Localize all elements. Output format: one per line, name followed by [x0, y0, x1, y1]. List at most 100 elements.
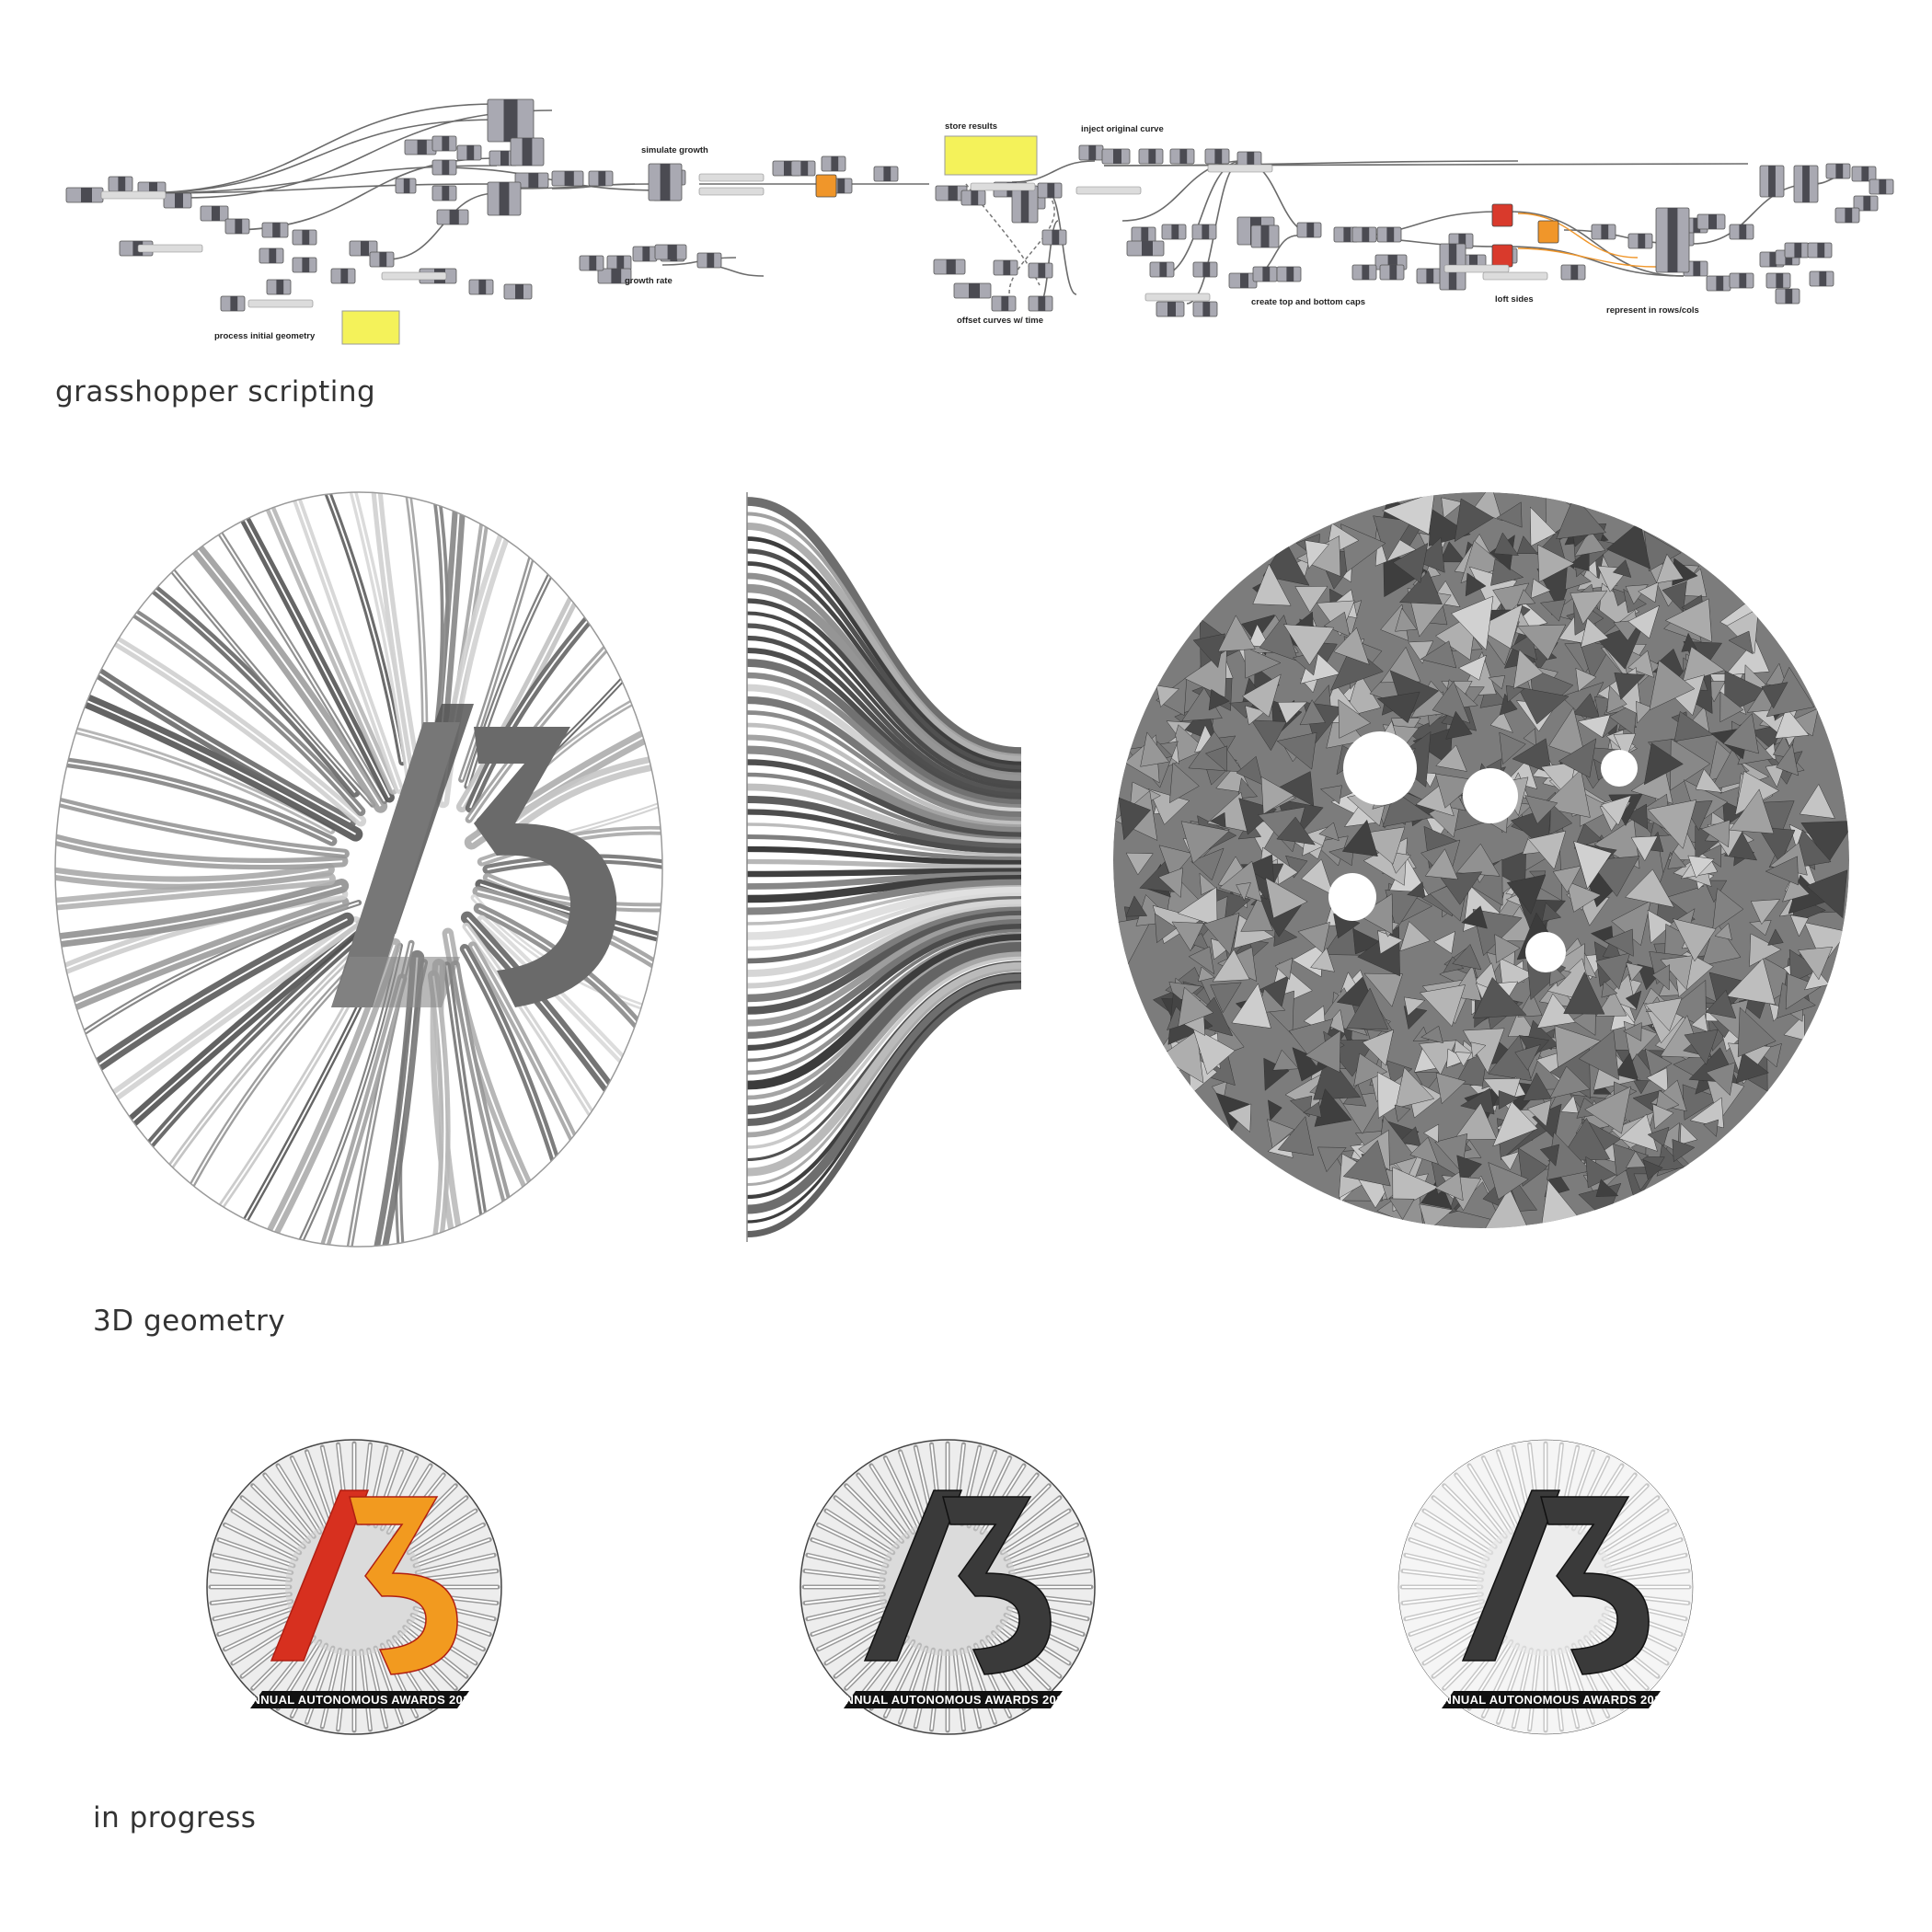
- logo-award-badge: ANNUAL AUTONOMOUS AWARDS 2019: [1434, 1691, 1668, 1708]
- gh-slider: [138, 245, 202, 252]
- gh-component: [1730, 273, 1754, 288]
- gh-component-highlight: [1492, 245, 1512, 267]
- gh-component: [1205, 149, 1229, 164]
- gh-component: [1297, 223, 1321, 237]
- gh-component: [1628, 234, 1652, 248]
- gh-component: [109, 177, 132, 191]
- gh-component: [432, 160, 456, 175]
- logo-badge-text: ANNUAL AUTONOMOUS AWARDS 2019: [243, 1693, 477, 1707]
- gh-slider: [1483, 272, 1547, 280]
- gh-component: [1229, 273, 1257, 288]
- gh-component: [822, 156, 845, 171]
- gh-component: [1561, 265, 1585, 280]
- logo-ruffle-ring: [207, 1440, 501, 1734]
- gh-slider: [1076, 187, 1141, 194]
- gh-group-label-store: store results: [945, 121, 997, 132]
- logo-color-variant: ANNUAL AUTONOMOUS AWARDS 2019: [189, 1440, 529, 1753]
- gh-component-large: [488, 99, 534, 142]
- gh-component: [331, 269, 355, 283]
- gh-component: [1697, 214, 1725, 229]
- shard-gap: [1601, 750, 1638, 787]
- gh-component: [1253, 267, 1277, 282]
- gh-component: [1592, 224, 1616, 239]
- gh-component: [1156, 302, 1184, 316]
- gh-component: [1192, 224, 1216, 239]
- gh-component: [954, 283, 991, 298]
- gh-component-large: [1656, 208, 1689, 272]
- gh-component-highlight: [1538, 221, 1558, 243]
- gh-component: [1730, 224, 1754, 239]
- gh-component: [655, 245, 686, 259]
- section-title-geometry: 3D geometry: [93, 1305, 285, 1338]
- gh-group-label-rows: represent in rows/cols: [1606, 305, 1699, 316]
- gh-panel: [342, 311, 399, 344]
- gh-group-label-loft: loft sides: [1495, 294, 1534, 305]
- gh-component: [66, 188, 103, 202]
- grasshopper-canvas: process initial geometry simulate growth g…: [0, 0, 1932, 368]
- gh-component: [225, 219, 249, 234]
- gh-component-large: [1251, 225, 1279, 247]
- gh-component: [1029, 296, 1052, 311]
- shard-gap: [1328, 873, 1376, 921]
- gh-component: [293, 258, 316, 272]
- logo-award-badge: ANNUAL AUTONOMOUS AWARDS 2019: [243, 1691, 477, 1708]
- gh-component: [633, 247, 657, 261]
- gh-component: [267, 280, 291, 294]
- gh-component: [437, 210, 468, 224]
- gh-component: [504, 284, 532, 299]
- gh-component: [201, 206, 228, 221]
- gh-component-large: [1012, 186, 1038, 223]
- gh-group-label-simulate: simulate growth: [641, 145, 708, 155]
- side-profile-lines: [747, 501, 1021, 1235]
- gh-component: [1417, 269, 1441, 283]
- gh-component: [1352, 227, 1376, 242]
- gh-component: [1079, 145, 1103, 160]
- gh-component: [994, 260, 1018, 275]
- gh-component: [1029, 263, 1052, 278]
- gh-component: [469, 280, 493, 294]
- logo-badge-text: ANNUAL AUTONOMOUS AWARDS 2019: [1434, 1693, 1668, 1707]
- gh-component: [1102, 149, 1130, 164]
- gh-component: [552, 171, 583, 186]
- gh-component: [1808, 243, 1832, 258]
- gh-component: [1139, 149, 1163, 164]
- gh-component-large: [488, 182, 521, 215]
- geometry-top-view: [1104, 492, 1858, 1228]
- gh-component: [1237, 152, 1261, 167]
- gh-component: [432, 186, 456, 201]
- shard-gap: [1463, 768, 1518, 823]
- gh-component-large: [1794, 166, 1818, 202]
- gh-component: [1785, 243, 1809, 258]
- grasshopper-components: [66, 99, 1893, 316]
- gh-component-highlight: [816, 175, 836, 197]
- gh-component-highlight: [1492, 204, 1512, 226]
- gh-component: [1810, 271, 1834, 286]
- shard-gap: [1343, 731, 1417, 805]
- gh-group-label-process: process initial geometry: [214, 331, 316, 341]
- logo-badge-text: ANNUAL AUTONOMOUS AWARDS 2019: [836, 1693, 1070, 1707]
- gh-slider: [699, 174, 764, 181]
- gh-slider: [248, 300, 313, 307]
- gh-component: [589, 171, 613, 186]
- gh-component: [457, 145, 481, 160]
- gh-component: [1038, 183, 1062, 198]
- gh-group-label-caps: create top and bottom caps: [1251, 297, 1365, 307]
- gh-slider: [382, 272, 446, 280]
- gh-component: [992, 296, 1016, 311]
- shard-gap: [1525, 932, 1566, 972]
- gh-component: [1150, 262, 1174, 277]
- gh-component: [580, 256, 604, 270]
- gh-group-label-growth: growth rate: [625, 276, 673, 286]
- section-title-scripting: grasshopper scripting: [55, 375, 375, 408]
- logo-ruffle-ring: [800, 1440, 1095, 1734]
- gh-component: [262, 223, 288, 237]
- gh-component: [934, 259, 965, 274]
- gh-component: [1042, 230, 1066, 245]
- gh-component: [697, 253, 721, 268]
- gh-component: [259, 248, 283, 263]
- gh-group-label-offset: offset curves w/ time: [957, 316, 1043, 326]
- logo-grey-variant: ANNUAL AUTONOMOUS AWARDS 2019: [782, 1440, 1122, 1753]
- gh-component: [1132, 227, 1156, 242]
- gh-component: [405, 140, 436, 155]
- logo-light-variant: ANNUAL AUTONOMOUS AWARDS 2019: [1380, 1440, 1720, 1753]
